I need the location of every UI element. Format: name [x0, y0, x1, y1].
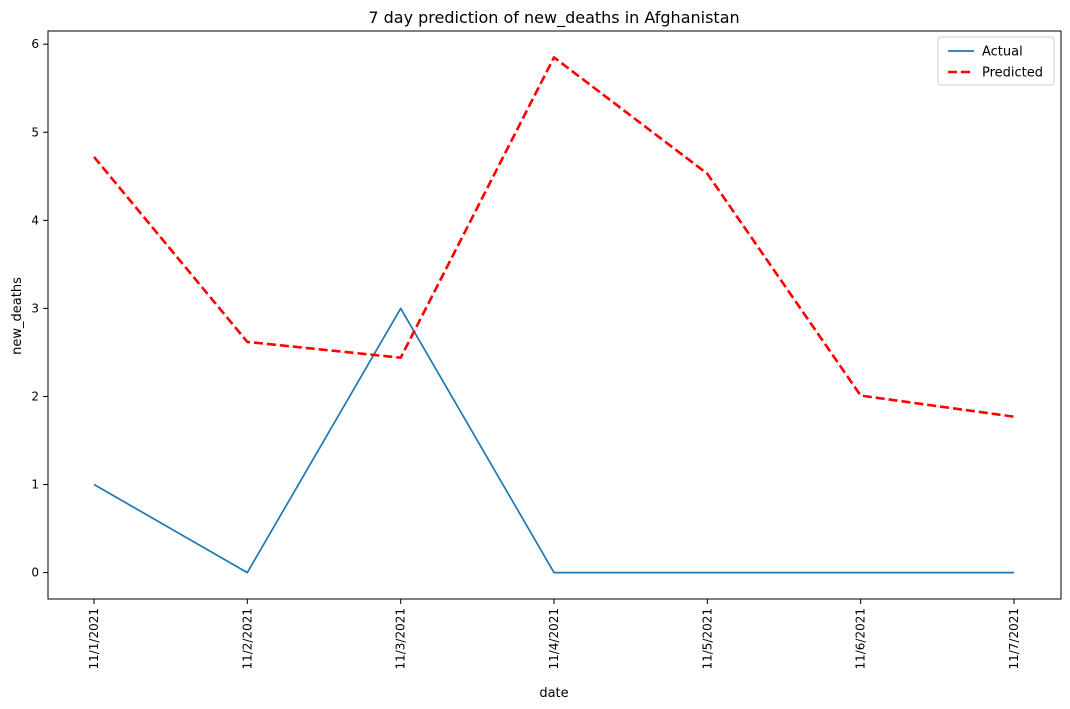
y-tick-label: 4	[31, 213, 39, 227]
x-axis-label: date	[539, 686, 568, 701]
series-line-actual	[93, 307, 1014, 574]
x-tick-label: 11/1/2021	[87, 608, 101, 670]
y-tick-label: 6	[31, 37, 39, 51]
x-axis: 11/1/2021 11/2/2021 11/3/2021 11/4/2021 11/5…	[87, 599, 1021, 670]
x-tick-label: 11/4/2021	[547, 608, 561, 670]
y-axis: 0 1 2 3 4 5 6	[31, 37, 48, 580]
x-tick-label: 11/6/2021	[854, 608, 868, 670]
chart-title: 7 day prediction of new_deaths in Afghan…	[368, 8, 739, 28]
legend-label-predicted: Predicted	[982, 66, 1043, 81]
x-tick-label: 11/5/2021	[700, 608, 714, 670]
series-layer	[92, 56, 1015, 574]
y-tick-label: 2	[31, 389, 39, 403]
x-tick-label: 11/7/2021	[1007, 608, 1021, 670]
y-tick-label: 0	[31, 566, 39, 580]
y-tick-label: 5	[31, 125, 39, 139]
legend: Actual Predicted	[937, 36, 1055, 86]
y-axis-label: new_deaths	[10, 277, 25, 355]
x-tick-label: 11/3/2021	[394, 608, 408, 670]
y-tick-label: 3	[31, 301, 39, 315]
y-tick-label: 1	[31, 478, 39, 492]
x-tick-label: 11/2/2021	[240, 608, 254, 670]
legend-label-actual: Actual	[982, 45, 1023, 60]
series-line-predicted	[92, 56, 1015, 418]
